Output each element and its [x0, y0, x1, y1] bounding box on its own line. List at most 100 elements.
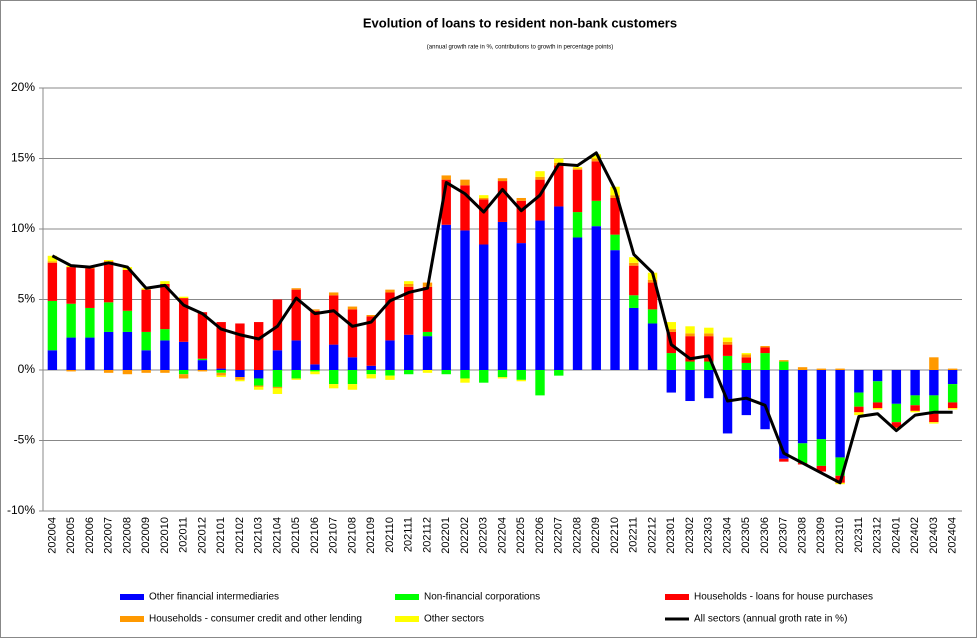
chart-title: Evolution of loans to resident non-bank …	[363, 15, 677, 30]
x-tick-label: 202004	[46, 517, 58, 554]
bar	[872, 381, 883, 403]
bar	[441, 179, 451, 225]
bar	[929, 357, 939, 370]
bar	[741, 362, 752, 370]
bar	[404, 281, 414, 284]
y-tick-label: 10%	[11, 221, 35, 235]
bar	[460, 185, 470, 231]
bar	[160, 283, 170, 330]
legend-swatch	[395, 616, 419, 622]
x-tick-label: 202007	[103, 517, 115, 554]
bar	[610, 250, 620, 370]
bar	[572, 237, 583, 370]
bar	[685, 361, 695, 370]
bar	[141, 370, 151, 373]
bar	[291, 378, 301, 380]
bar	[741, 353, 752, 355]
bar	[779, 370, 789, 459]
bar	[722, 355, 733, 370]
bar	[479, 199, 489, 245]
bar	[235, 323, 245, 370]
bar	[647, 323, 658, 370]
bar	[460, 370, 470, 379]
bar	[441, 370, 451, 375]
bar	[347, 384, 358, 390]
bar	[872, 402, 883, 409]
x-tick-label: 202311	[853, 517, 865, 553]
bar	[835, 457, 845, 476]
bar	[479, 370, 489, 383]
bar	[178, 370, 189, 375]
bar	[479, 244, 489, 370]
bar	[497, 221, 508, 370]
bar	[272, 386, 283, 389]
bar	[797, 370, 808, 444]
bar	[160, 340, 170, 370]
bar	[422, 370, 433, 373]
bar	[216, 372, 226, 376]
bar	[535, 176, 545, 180]
bar	[797, 367, 808, 370]
bar	[47, 261, 58, 263]
bar	[253, 378, 264, 386]
bar	[460, 230, 470, 370]
bar	[891, 370, 902, 404]
bar	[366, 370, 376, 375]
bar	[516, 370, 526, 380]
bar	[47, 300, 58, 351]
bar	[441, 224, 451, 370]
bar	[497, 377, 508, 379]
bar	[460, 378, 470, 383]
bar	[947, 408, 958, 410]
x-tick-label: 202310	[834, 517, 846, 554]
x-tick-label: 202109	[365, 517, 377, 554]
bar	[422, 336, 433, 370]
x-tick-label: 202111	[403, 517, 415, 552]
bar	[253, 386, 264, 390]
bar	[291, 370, 301, 379]
bar	[779, 360, 789, 362]
x-tick-label: 202105	[290, 517, 302, 554]
bar	[535, 171, 545, 177]
bar	[591, 158, 601, 162]
bar	[310, 371, 320, 375]
bar	[591, 200, 601, 227]
bar	[404, 370, 414, 375]
y-tick-label: -10%	[7, 503, 35, 517]
x-tick-label: 202201	[440, 517, 452, 554]
legend-swatch	[120, 616, 144, 622]
bar	[854, 370, 864, 393]
bar	[141, 350, 151, 370]
bar	[141, 289, 151, 332]
bar	[216, 370, 226, 373]
bar	[272, 350, 283, 370]
bar	[647, 282, 658, 310]
bar	[479, 195, 489, 198]
bar	[891, 422, 902, 428]
bar	[816, 368, 827, 370]
bar	[497, 370, 508, 378]
bar	[329, 295, 339, 345]
bar	[741, 370, 752, 416]
x-tick-label: 202204	[496, 517, 508, 554]
bar	[329, 370, 339, 385]
bar	[66, 370, 76, 372]
bar	[178, 374, 189, 379]
x-tick-label: 202404	[947, 517, 959, 554]
x-tick-label: 202402	[909, 517, 921, 554]
bar	[572, 169, 583, 213]
x-tick-label: 202108	[346, 517, 358, 554]
x-tick-label: 202103	[253, 517, 265, 554]
bar	[872, 370, 883, 382]
bar	[66, 303, 76, 338]
bar	[760, 346, 770, 348]
bar	[66, 337, 76, 370]
x-tick-label: 202312	[872, 517, 884, 554]
legend-swatch	[395, 594, 419, 600]
bar	[385, 292, 395, 341]
bar	[216, 322, 226, 369]
bar	[235, 377, 245, 380]
bar	[103, 331, 114, 370]
bar	[610, 234, 620, 251]
